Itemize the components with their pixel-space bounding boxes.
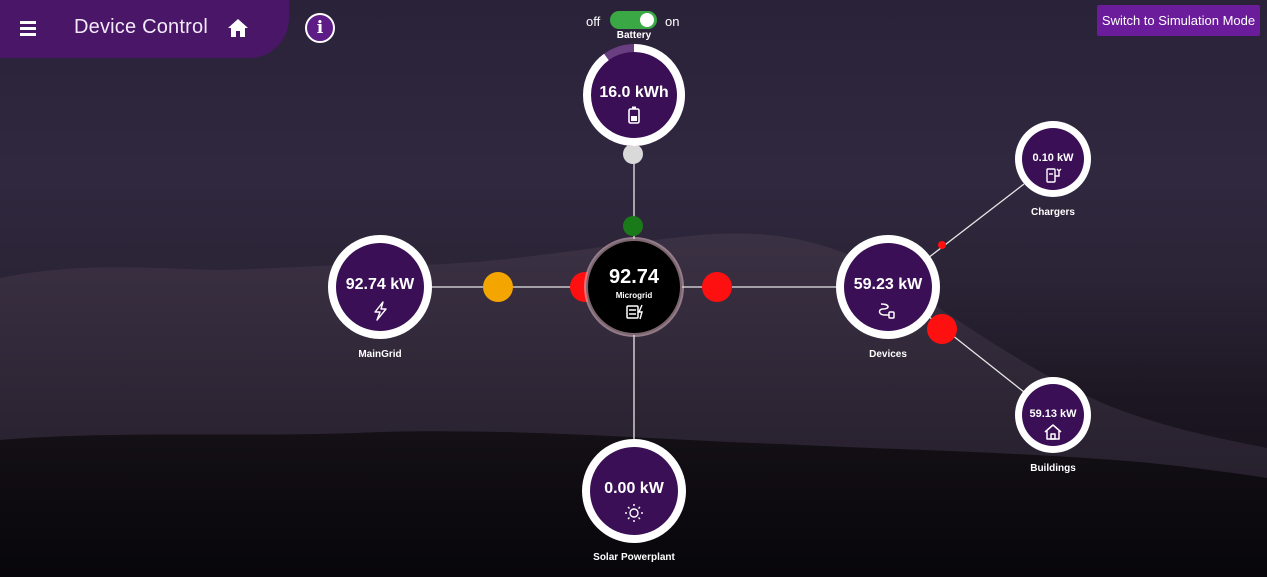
maingrid-flow-dot xyxy=(483,272,513,302)
solar-value: 0.00 kW xyxy=(604,480,664,497)
battery-toggle-switch[interactable] xyxy=(610,11,657,29)
maingrid-node[interactable] xyxy=(328,235,432,339)
switch-simulation-mode-button[interactable]: Switch to Simulation Mode xyxy=(1097,5,1260,36)
solar-label: Solar Powerplant xyxy=(593,552,675,563)
battery-value: 16.0 kWh xyxy=(599,84,669,101)
buildings-value: 59.13 kW xyxy=(1029,408,1077,420)
solar-node[interactable] xyxy=(582,439,686,543)
devices-node[interactable] xyxy=(836,235,940,339)
chargers-label: Chargers xyxy=(1031,207,1075,218)
battery-node[interactable] xyxy=(583,44,685,146)
devices-value: 59.23 kW xyxy=(853,276,923,293)
hamburger-menu-icon[interactable] xyxy=(18,19,40,39)
maingrid-value: 92.74 kW xyxy=(345,276,415,293)
maingrid-label: MainGrid xyxy=(358,349,402,360)
microgrid-label: Microgrid xyxy=(615,291,653,300)
buildings-node[interactable] xyxy=(1015,377,1091,453)
microgrid-icon xyxy=(626,304,643,320)
battery-top-flow-dot xyxy=(623,144,643,164)
home-icon[interactable] xyxy=(226,17,250,39)
microgrid-right-flow-dot xyxy=(702,272,732,302)
battery-bottom-flow-dot xyxy=(623,216,643,236)
buildings-label: Buildings xyxy=(1030,463,1076,474)
toggle-on-label: on xyxy=(665,14,680,29)
toggle-off-label: off xyxy=(586,14,601,29)
ev-charger-icon xyxy=(1046,168,1062,183)
info-icon[interactable]: i xyxy=(305,13,335,43)
battery-icon xyxy=(628,106,640,124)
microgrid-value: 92.74 xyxy=(608,266,660,288)
sun-icon xyxy=(625,504,643,522)
microgrid-node[interactable] xyxy=(584,237,684,337)
lightning-icon xyxy=(374,301,387,321)
devices-label: Devices xyxy=(869,349,907,360)
plug-icon xyxy=(878,303,895,319)
battery-label: Battery xyxy=(616,30,652,41)
buildings-flow-dot xyxy=(927,314,957,344)
chargers-node[interactable] xyxy=(1015,121,1091,197)
app-header: Device Control xyxy=(0,0,289,58)
toggle-knob xyxy=(640,13,654,27)
house-icon xyxy=(1044,424,1062,440)
page-title: Device Control xyxy=(74,16,208,38)
chargers-value: 0.10 kW xyxy=(1032,152,1074,164)
chargers-flow-dot xyxy=(938,241,946,249)
